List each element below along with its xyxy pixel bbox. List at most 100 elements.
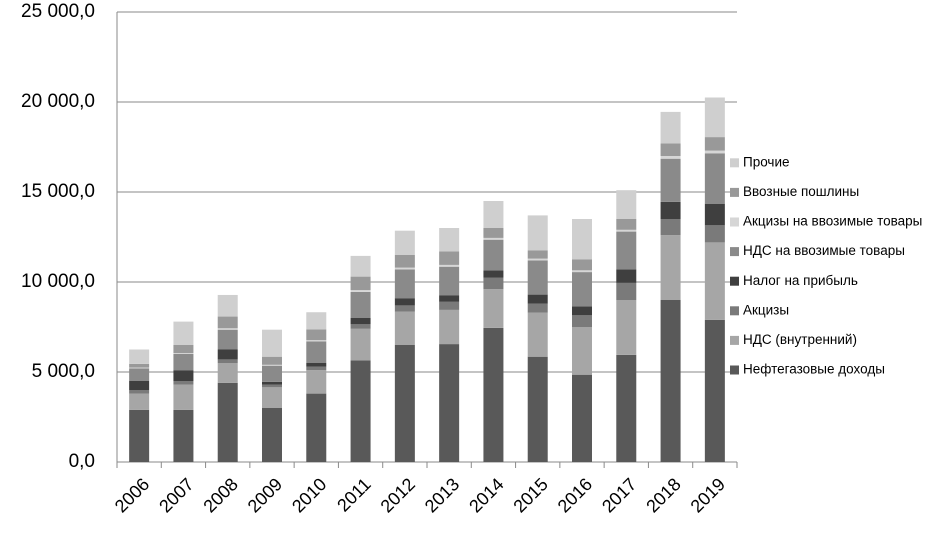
x-tick-label: 2012 bbox=[377, 474, 419, 516]
y-tick-label: 20 000,0 bbox=[21, 91, 95, 112]
legend-label: Прочие bbox=[743, 154, 790, 169]
bar-segment bbox=[483, 289, 504, 328]
x-tick-label: 2009 bbox=[244, 474, 286, 516]
bar-segment bbox=[704, 137, 725, 151]
bar-segment bbox=[394, 305, 415, 312]
bar-segment bbox=[660, 219, 681, 236]
bar-segment bbox=[572, 272, 592, 307]
bar-segment bbox=[217, 294, 238, 317]
bar-segment bbox=[394, 269, 415, 299]
bar-segment bbox=[572, 306, 592, 316]
legend-swatch bbox=[730, 187, 739, 197]
bar-segment bbox=[262, 364, 282, 366]
bar-segment bbox=[483, 201, 504, 228]
legend-label: НДС (внутренний) bbox=[743, 332, 857, 347]
bar-segment bbox=[173, 345, 194, 354]
bar-segment bbox=[350, 255, 371, 277]
bar-segment bbox=[616, 300, 637, 355]
bar-segment bbox=[394, 255, 415, 268]
bar-segment bbox=[527, 250, 548, 259]
bar-segment bbox=[439, 251, 460, 265]
x-tick-label: 2006 bbox=[111, 474, 153, 516]
bar-segment bbox=[572, 270, 592, 273]
x-tick-label: 2017 bbox=[598, 474, 640, 516]
bar-segment bbox=[616, 269, 637, 283]
legend-swatch bbox=[730, 276, 739, 286]
legend-label: Нефтегазовые доходы bbox=[743, 362, 885, 377]
y-tick-label: 5 000,0 bbox=[32, 361, 95, 382]
x-tick-label: 2010 bbox=[288, 474, 330, 516]
x-tick-label: 2014 bbox=[465, 474, 507, 516]
bar-segment bbox=[173, 370, 194, 381]
bar-segment bbox=[616, 219, 637, 230]
bar-segment bbox=[350, 328, 371, 361]
bar-segment bbox=[527, 356, 548, 462]
bar-segment bbox=[262, 381, 282, 385]
bar-segment bbox=[704, 319, 725, 462]
bar-segment bbox=[704, 150, 725, 154]
bar-segment bbox=[660, 300, 681, 462]
bar-segment bbox=[129, 363, 150, 368]
bar-segment bbox=[616, 354, 637, 462]
bar-segment bbox=[704, 153, 725, 204]
bar-segment bbox=[350, 360, 371, 462]
bar-segment bbox=[704, 203, 725, 226]
bar-segment bbox=[616, 190, 637, 219]
bar-segment bbox=[350, 324, 371, 329]
bar-segment bbox=[660, 158, 681, 202]
bar-segment bbox=[262, 387, 282, 408]
bar-segment bbox=[129, 349, 150, 364]
bar-segment bbox=[660, 235, 681, 300]
bar-segment bbox=[439, 228, 460, 252]
bar-segment bbox=[572, 219, 592, 260]
bar-segment bbox=[483, 270, 504, 278]
bar-segment bbox=[704, 97, 725, 138]
legend-swatch bbox=[730, 247, 739, 257]
legend-label: Налог на прибыль bbox=[743, 273, 858, 288]
bar-segment bbox=[527, 312, 548, 357]
bar-segment bbox=[217, 328, 238, 330]
bar-segment bbox=[394, 230, 415, 255]
bar-segment bbox=[527, 303, 548, 313]
legend-swatch bbox=[730, 306, 739, 316]
bar-segment bbox=[306, 312, 327, 330]
bar-segment bbox=[173, 409, 194, 462]
bar-segment bbox=[527, 215, 548, 251]
bar-segment bbox=[439, 264, 460, 267]
bar-segment bbox=[173, 354, 194, 371]
bar-segment bbox=[173, 381, 194, 385]
bar-segment bbox=[129, 409, 150, 462]
bar-segment bbox=[572, 374, 592, 462]
bar-segment bbox=[350, 291, 371, 318]
bar-segment bbox=[527, 294, 548, 304]
x-tick-label: 2007 bbox=[155, 474, 197, 516]
bar-segment bbox=[394, 311, 415, 345]
y-tick-label: 15 000,0 bbox=[21, 181, 95, 202]
legend-label: Акцизы bbox=[743, 302, 789, 317]
bar-segment bbox=[306, 341, 327, 363]
bar-segment bbox=[306, 370, 327, 394]
bar-segment bbox=[660, 143, 681, 156]
bar-segment bbox=[439, 266, 460, 296]
x-tick-label: 2016 bbox=[554, 474, 596, 516]
bar-segment bbox=[483, 239, 504, 271]
bar-segment bbox=[350, 276, 371, 291]
bar-segment bbox=[262, 384, 282, 388]
x-tick-label: 2019 bbox=[687, 474, 729, 516]
x-tick-label: 2008 bbox=[199, 474, 241, 516]
bar-segment bbox=[616, 231, 637, 270]
bar-segment bbox=[483, 228, 504, 238]
bar-segment bbox=[394, 298, 415, 306]
bar-segment bbox=[262, 365, 282, 382]
bar-segment bbox=[483, 277, 504, 290]
bar-segment bbox=[217, 359, 238, 363]
bar-segment bbox=[527, 260, 548, 295]
bar-segment bbox=[262, 356, 282, 365]
bar-segment bbox=[217, 363, 238, 383]
bar-segment bbox=[439, 344, 460, 462]
bar-segment bbox=[527, 258, 548, 261]
bar-segment bbox=[262, 329, 282, 357]
bar-segment bbox=[217, 316, 238, 329]
y-tick-label: 25 000,0 bbox=[21, 1, 95, 22]
